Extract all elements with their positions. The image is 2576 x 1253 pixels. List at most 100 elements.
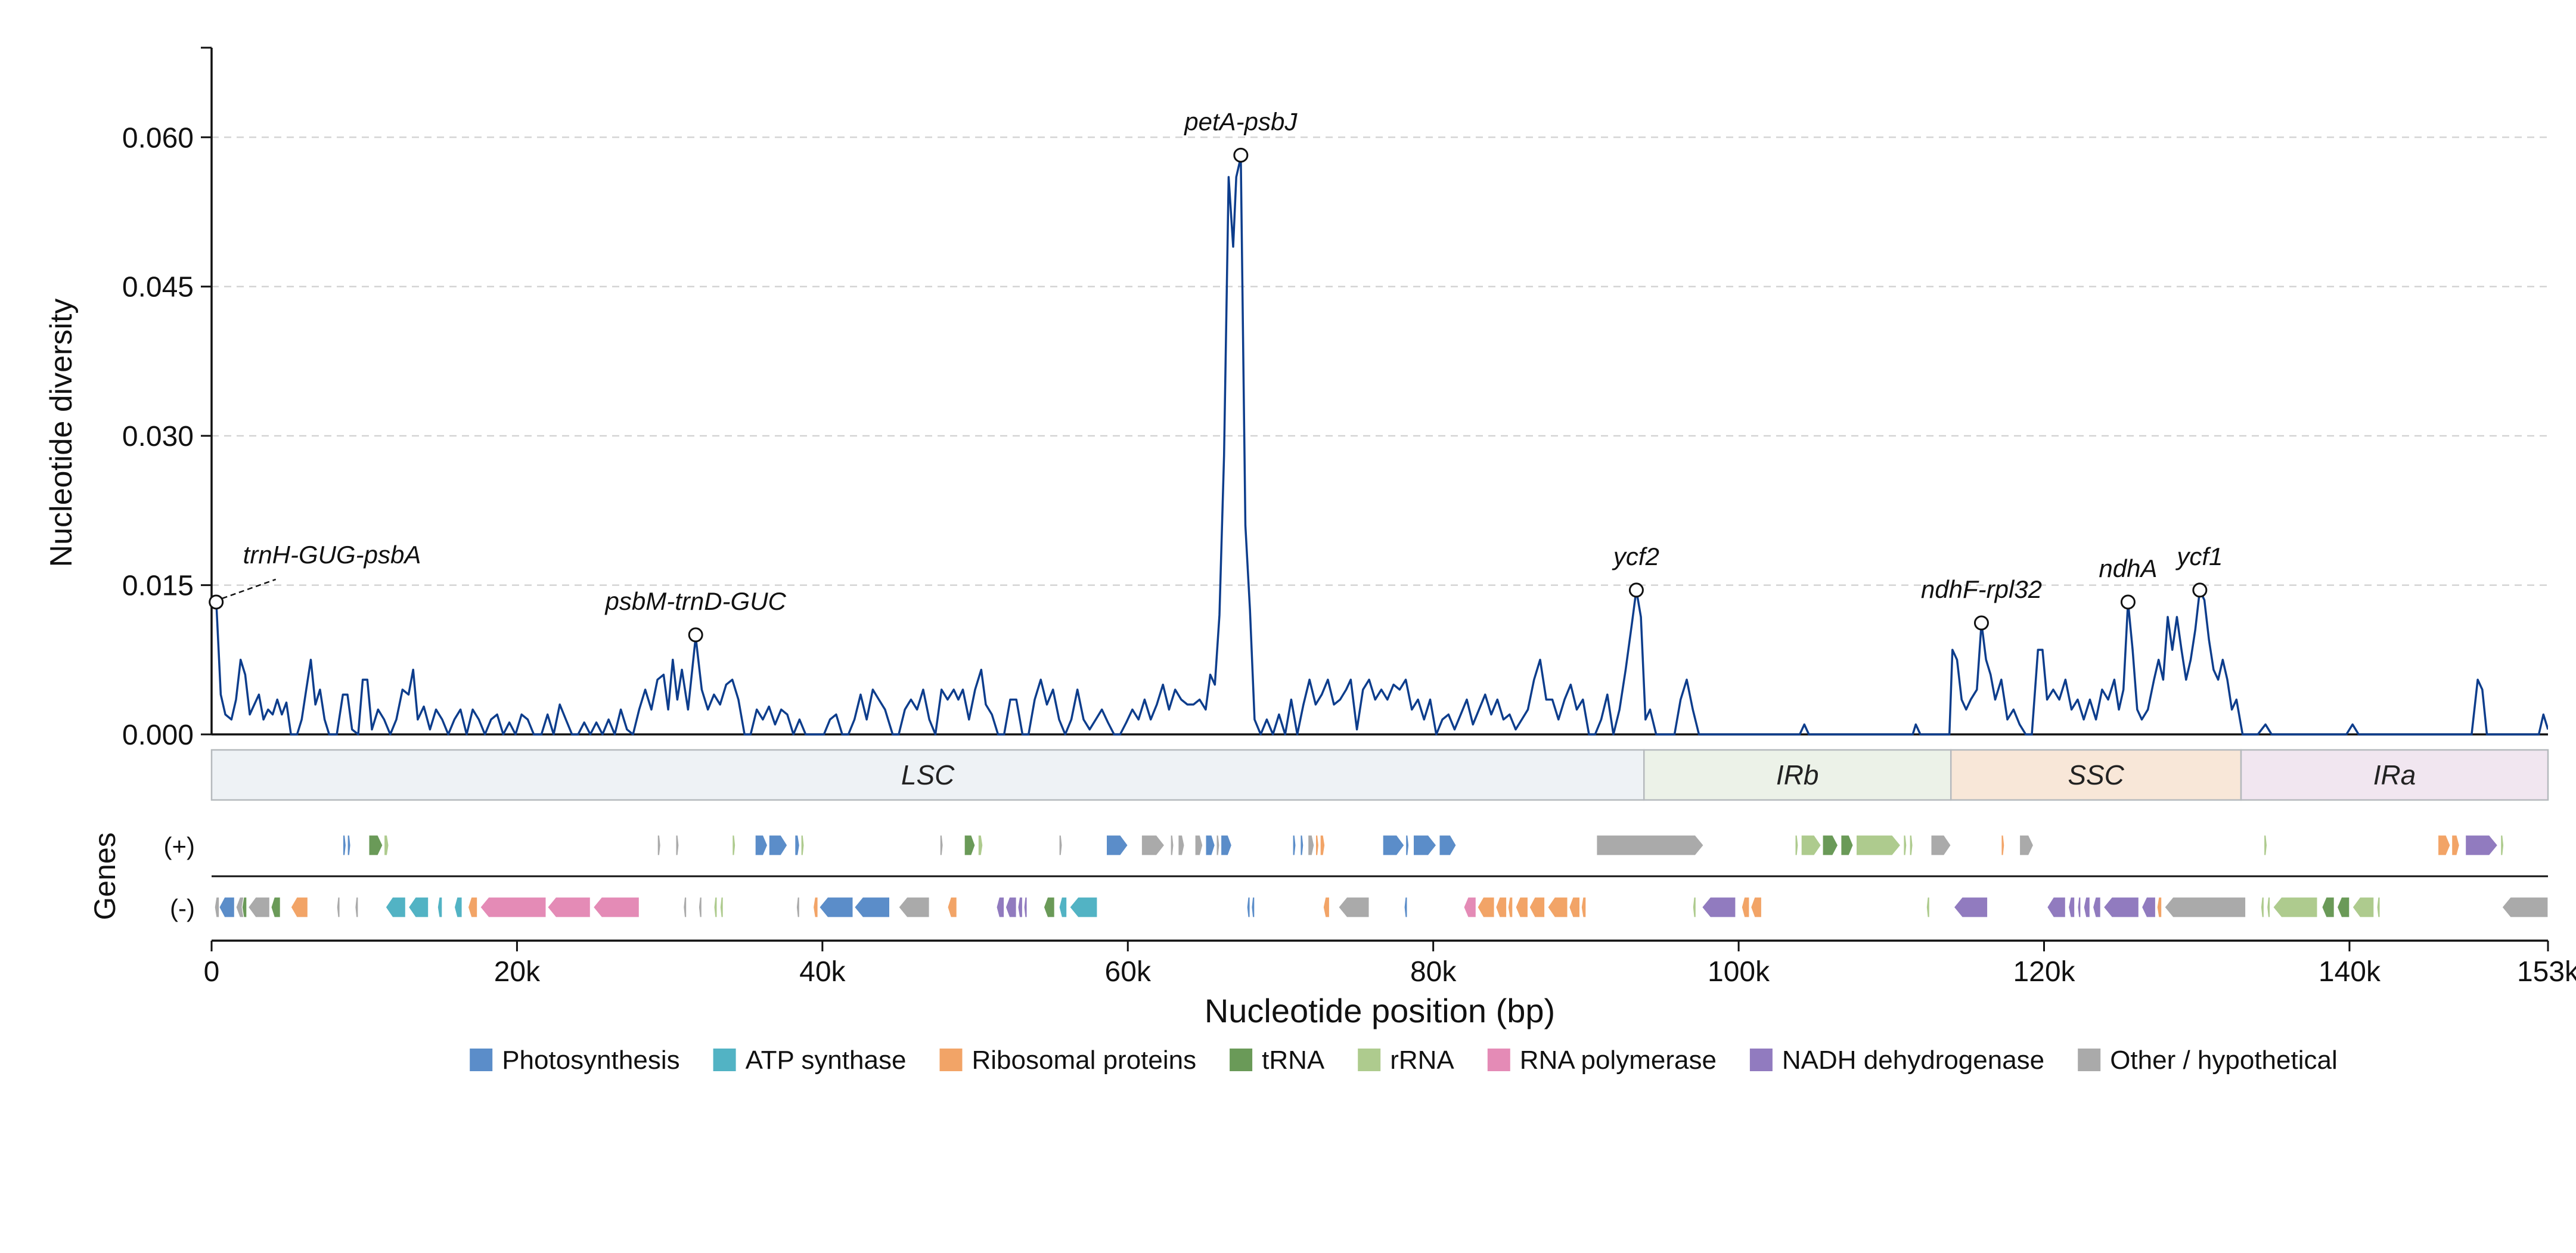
- gene-arrow: [385, 897, 406, 918]
- gene-arrow: [796, 897, 800, 918]
- region-box: [2240, 749, 2549, 801]
- peak-marker: [2192, 582, 2208, 598]
- gene-arrow: [2001, 835, 2005, 856]
- gene-arrow: [657, 835, 661, 856]
- gene-arrow: [1194, 835, 1203, 856]
- gene-arrow: [1246, 897, 1250, 918]
- gene-arrow: [719, 897, 724, 918]
- gene-arrow: [241, 897, 247, 918]
- gene-arrow: [1059, 897, 1067, 918]
- gene-arrow: [1017, 897, 1023, 918]
- gene-arrow: [794, 835, 800, 856]
- legend-swatch: [2078, 1049, 2101, 1071]
- y-tick-label: 0.060: [122, 122, 194, 154]
- gene-arrow: [732, 835, 736, 856]
- y-axis-label: Nucleotide diversity: [44, 299, 79, 567]
- legend-label: Other / hypothetical: [2110, 1046, 2338, 1075]
- gene-arrow: [977, 835, 983, 856]
- gene-arrow: [1220, 835, 1233, 856]
- x-tick-label: 120k: [2013, 956, 2075, 988]
- gene-arrow: [1170, 835, 1174, 856]
- gene-arrow: [1931, 835, 1951, 856]
- gene-arrow: [2046, 897, 2066, 918]
- legend-swatch: [939, 1049, 963, 1071]
- gene-arrow: [698, 897, 703, 918]
- gene-arrow: [368, 835, 383, 856]
- legend-item: Photosynthesis: [470, 1046, 680, 1075]
- gene-arrow: [1463, 897, 1476, 918]
- gene-track-label: Genes: [88, 832, 122, 920]
- peak-marker: [688, 627, 703, 643]
- gene-arrow: [1382, 835, 1405, 856]
- gene-arrow: [1795, 835, 1799, 856]
- peak-marker: [2120, 594, 2136, 610]
- gene-arrow: [2336, 897, 2350, 918]
- gene-arrow: [1439, 835, 1457, 856]
- gene-arrow: [1141, 835, 1165, 856]
- x-tick-label: 80k: [1410, 956, 1457, 988]
- gene-arrow: [1701, 897, 1736, 918]
- grid-lines: [212, 137, 2548, 586]
- region-label: SSC: [2068, 759, 2124, 790]
- gene-arrow: [818, 897, 854, 918]
- peak-label: ndhF-rpl32: [1921, 575, 2042, 603]
- x-tick-label: 40k: [799, 956, 846, 988]
- gene-arrow: [1692, 897, 1696, 918]
- legend-swatch: [1487, 1049, 1510, 1071]
- diversity-series-line: [212, 156, 2548, 736]
- legend-item: tRNA: [1230, 1046, 1325, 1075]
- gene-arrow: [2141, 897, 2156, 918]
- gene-arrow: [1926, 897, 1930, 918]
- gene-arrow: [1405, 835, 1410, 856]
- gene-arrow: [800, 835, 805, 856]
- plus-strand-genes: [342, 835, 2504, 856]
- legend-item: Ribosomal proteins: [939, 1046, 1197, 1075]
- peak-label: ycf1: [2175, 542, 2223, 570]
- gene-arrow: [467, 897, 478, 918]
- gene-arrow: [336, 897, 340, 918]
- gene-arrow: [2321, 897, 2335, 918]
- peak-label: ndhA: [2099, 554, 2157, 582]
- gene-arrow: [1308, 835, 1315, 856]
- legend-label: Ribosomal proteins: [972, 1046, 1197, 1075]
- gene-arrow: [1005, 897, 1017, 918]
- gene-arrow: [342, 835, 347, 856]
- gene-arrow: [1320, 835, 1326, 856]
- legend-label: tRNA: [1262, 1046, 1325, 1075]
- gene-arrow: [2437, 835, 2451, 856]
- gene-arrow: [247, 897, 270, 918]
- gene-arrow: [271, 897, 281, 918]
- peak-marker: [1628, 582, 1644, 598]
- gene-arrow: [290, 897, 309, 918]
- peak-label: trnH-GUG-psbA: [243, 541, 421, 569]
- gene-arrow: [2500, 835, 2504, 856]
- peak-marker: [1233, 147, 1249, 163]
- gene-arrow: [755, 835, 768, 856]
- gene-arrow: [437, 897, 443, 918]
- gene-arrow: [454, 897, 463, 918]
- legend-item: rRNA: [1358, 1046, 1454, 1075]
- region-box: [1643, 749, 1952, 801]
- gene-arrow: [2352, 897, 2375, 918]
- gene-arrow: [214, 897, 220, 918]
- genome-region-bar: LSC IRb SSC IRa: [210, 749, 2549, 801]
- legend-item: ATP synthase: [713, 1046, 906, 1075]
- x-tick-label: 153k: [2517, 956, 2576, 988]
- gene-arrow: [1953, 897, 1988, 918]
- gene-arrow: [2273, 897, 2318, 918]
- gene-arrow: [1338, 897, 1370, 918]
- legend-label: NADH dehydrogenase: [1782, 1046, 2044, 1075]
- gene-arrow: [2103, 897, 2139, 918]
- region-label: IRa: [2373, 759, 2416, 790]
- gene-arrow: [2376, 897, 2381, 918]
- gene-arrow: [1323, 897, 1330, 918]
- legend-swatch: [1358, 1049, 1381, 1071]
- gene-arrow: [1315, 835, 1320, 856]
- gene-arrow: [1855, 835, 1901, 856]
- legend-label: RNA polymerase: [1520, 1046, 1717, 1075]
- peak-marker: [209, 594, 224, 610]
- gene-arrow: [2260, 897, 2265, 918]
- y-tick-label: 0.000: [122, 719, 194, 751]
- gene-arrow: [2266, 897, 2271, 918]
- minus-strand-genes: [214, 897, 2549, 918]
